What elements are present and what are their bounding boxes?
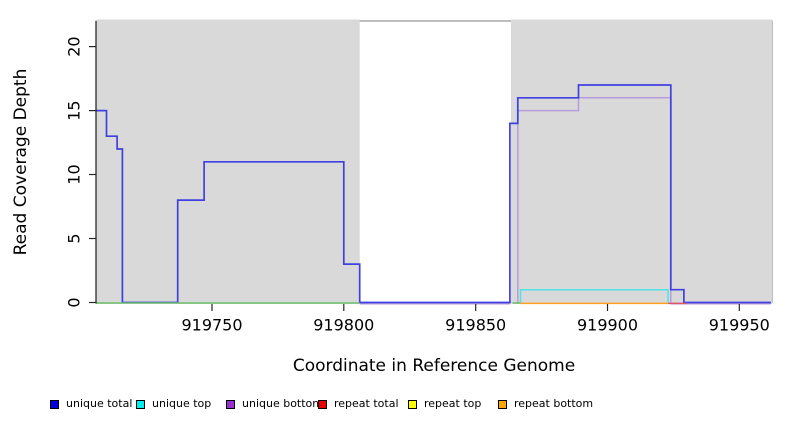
legend-swatch-unique-total	[50, 399, 59, 409]
y-axis-title: Read Coverage Depth	[11, 68, 31, 256]
x-tick-label: 919950	[709, 316, 770, 335]
legend: unique total unique top unique bottom re…	[0, 397, 792, 415]
y-tick-label: 15	[65, 100, 84, 120]
legend-swatch-repeat-top	[408, 399, 417, 409]
series-unique-top	[519, 288, 669, 303]
x-tick-label: 919750	[181, 316, 242, 335]
legend-swatch-unique-bottom	[226, 399, 235, 409]
legend-item-repeat-bottom: repeat bottom	[498, 397, 593, 411]
y-tick-label: 10	[65, 164, 84, 184]
x-tick-label: 919900	[577, 316, 638, 335]
legend-label: unique total	[66, 397, 133, 410]
x-tick-label: 919800	[313, 316, 374, 335]
legend-label: repeat bottom	[514, 397, 594, 410]
legend-label: repeat total	[334, 397, 399, 410]
y-tick-label: 0	[65, 297, 84, 307]
series-unique-total	[96, 84, 771, 304]
legend-swatch-repeat-total	[318, 399, 327, 409]
legend-label: unique bottom	[242, 397, 324, 410]
y-tick-label: 20	[65, 36, 84, 56]
legend-swatch-unique-top	[136, 399, 145, 409]
legend-item-repeat-total: repeat total	[318, 397, 399, 411]
legend-label: unique top	[152, 397, 212, 410]
y-tick-label: 5	[65, 233, 84, 243]
legend-item-unique-total: unique total	[50, 397, 132, 411]
x-axis-title: Coordinate in Reference Genome	[292, 356, 576, 376]
x-tick-label: 919850	[445, 316, 506, 335]
legend-label: repeat top	[424, 397, 482, 410]
legend-item-unique-bottom: unique bottom	[226, 397, 323, 411]
shaded-region-right	[511, 19, 772, 304]
legend-swatch-repeat-bottom	[498, 399, 507, 409]
legend-item-repeat-top: repeat top	[408, 397, 481, 411]
legend-item-unique-top: unique top	[136, 397, 211, 411]
